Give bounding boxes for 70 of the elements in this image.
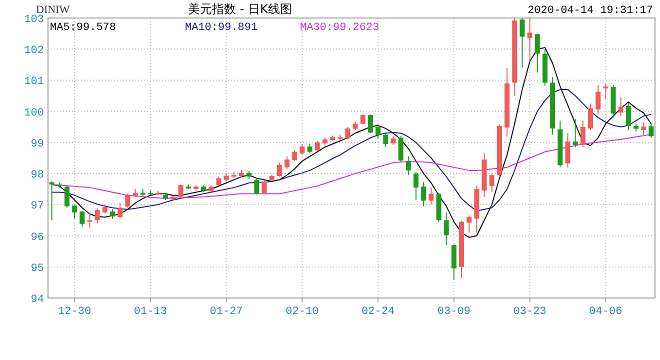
candlestick [284,156,290,170]
candlestick [376,124,381,140]
y-tick-label: 97 [30,200,44,213]
x-tick-label: 12-30 [58,306,92,318]
candlestick [398,136,404,162]
candlestick [648,123,654,138]
x-tick-label: 03-23 [513,306,546,318]
y-tick-label: 100 [24,107,44,120]
candlestick [254,178,260,195]
text: DINIW [36,4,70,16]
x-tick-label: 02-10 [286,306,319,318]
candlestick [489,173,494,193]
candlestick [580,120,586,148]
candlestick [596,84,601,115]
x-tick-label: 03-09 [437,306,470,318]
candlestick [262,179,267,194]
x-tick-label: 04-06 [589,306,622,318]
candlestick [125,193,130,208]
candlestick [118,202,123,220]
candlestick [421,182,426,207]
y-tick-label: 98 [30,170,44,182]
candlestick [94,208,100,224]
y-tick-label: 96 [30,232,44,244]
candlestick [360,114,366,125]
candlestick [307,144,312,154]
candlestick [603,82,608,100]
y-tick-label: 94 [30,294,44,306]
candlestick [216,176,222,186]
candlestick [565,132,570,168]
y-tick-label: 95 [30,262,44,275]
candlestick [413,172,418,200]
candlestick [466,215,472,234]
y-tick-label: 101 [24,76,44,88]
text: MA30:99.2623 [300,22,380,34]
candlestick [292,150,298,162]
candlestick [641,122,646,137]
candlestick [428,187,434,206]
candlestick [368,114,373,134]
candlestick [383,132,388,148]
candlestick [572,118,578,148]
x-tick-label: 01-13 [134,306,167,318]
candlestick [300,144,305,156]
candlestick [87,212,92,228]
candlestick [588,103,594,130]
candlestick [618,96,624,116]
candlestick [110,208,115,220]
y-tick-label: 102 [24,45,44,58]
text: MA5:99.578 [50,22,116,34]
x-tick-label: 01-27 [210,306,243,318]
candlestick [178,184,184,199]
candlestick [314,140,320,152]
candlestick [520,18,525,68]
text: MA10:99.891 [185,22,258,34]
candlestick [72,204,78,220]
candlestick [64,186,70,208]
candlestick [534,33,540,73]
candlestick [451,244,456,280]
candlestick [406,156,411,176]
y-tick-label: 99 [30,138,44,150]
candlestick [444,212,449,246]
y-tick-label: 103 [24,14,44,26]
candlestick [49,180,54,221]
candlestick [527,18,532,62]
x-tick-label: 02-24 [362,306,395,318]
candlestick [626,102,631,130]
chart-title: 美元指数 - 日K线图 [188,2,292,16]
text: 2020-04-14 19:31:17 [528,5,653,17]
candlestick [345,126,350,140]
candlestick [80,210,85,227]
candlestick [276,162,282,178]
